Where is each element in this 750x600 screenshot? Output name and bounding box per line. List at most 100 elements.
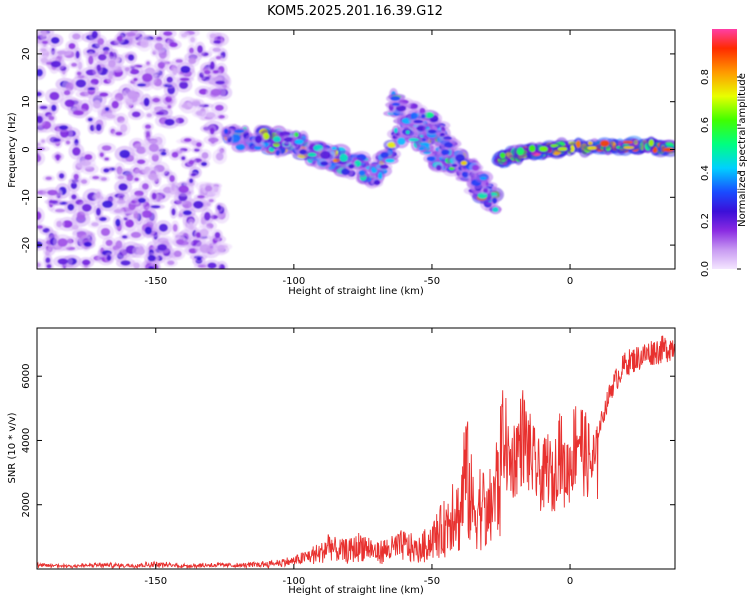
- noise-blob: [64, 99, 75, 108]
- noise-blob: [150, 205, 161, 209]
- noise-blob: [48, 116, 55, 121]
- noise-blob: [204, 185, 213, 192]
- noise-blob: [104, 107, 110, 112]
- noise-blob: [188, 57, 197, 65]
- upper-branch-blob: [483, 188, 488, 193]
- noise-blob: [141, 210, 153, 219]
- upper-branch-blob: [479, 176, 487, 180]
- noise-blob: [103, 168, 110, 173]
- flat-band-blob: [529, 145, 536, 152]
- colorbar-tick-label: 0.8: [700, 69, 711, 85]
- noise-blob: [172, 67, 178, 76]
- noise-blob: [201, 152, 209, 159]
- noise-blob: [65, 140, 71, 145]
- snr-y-tick-label: 6000: [21, 363, 32, 388]
- descending-band-blob: [307, 152, 317, 157]
- noise-blob: [115, 218, 121, 227]
- noise-blob: [208, 137, 219, 143]
- descending-band-blob: [385, 158, 395, 163]
- noise-blob: [130, 231, 142, 238]
- noise-blob: [117, 175, 125, 180]
- noise-blob: [213, 40, 222, 44]
- noise-blob: [115, 131, 123, 136]
- noise-blob: [169, 42, 178, 48]
- noise-blob: [120, 260, 131, 266]
- spectrogram-heatmap: [37, 30, 675, 269]
- noise-blob: [209, 127, 215, 135]
- noise-blob: [87, 87, 96, 91]
- noise-blob: [167, 104, 172, 109]
- descending-band-blob: [418, 146, 425, 151]
- noise-blob: [166, 76, 173, 83]
- noise-blob: [134, 177, 140, 182]
- noise-blob: [140, 39, 149, 48]
- noise-blob: [37, 262, 41, 268]
- noise-blob: [197, 45, 203, 54]
- noise-blob: [129, 68, 140, 75]
- colorbar-tick-label: 0.2: [700, 213, 711, 229]
- noise-blob: [182, 210, 192, 216]
- noise-blob: [210, 61, 215, 71]
- noise-blob: [158, 223, 168, 232]
- flat-band-blob: [570, 145, 575, 153]
- noise-blob: [190, 173, 197, 177]
- noise-blob: [116, 35, 123, 42]
- flat-band-blob: [516, 147, 524, 156]
- noise-blob: [215, 55, 222, 60]
- noise-blob: [51, 104, 57, 112]
- noise-blob: [144, 226, 152, 235]
- snr-series-line: [37, 335, 675, 569]
- noise-blob: [193, 200, 204, 209]
- noise-blob: [163, 31, 173, 36]
- descending-band-blob: [387, 142, 396, 148]
- snr-panel: -150 -100 -50 0 2000 4000 6000 Height of strai…: [7, 327, 676, 596]
- noise-blob: [53, 138, 61, 142]
- flat-band-blob: [575, 140, 581, 148]
- upper-branch-blob: [392, 102, 400, 106]
- noise-blob: [67, 203, 75, 211]
- noise-blob: [144, 124, 152, 129]
- noise-blob: [37, 211, 42, 221]
- noise-blob: [48, 200, 59, 204]
- noise-blob: [173, 250, 182, 258]
- spectrogram-x-tick-label: 0: [567, 276, 573, 287]
- spectrogram-y-axis-label: Frequency (Hz): [7, 112, 18, 188]
- noise-blob: [136, 159, 146, 165]
- noise-blob: [205, 112, 216, 119]
- noise-blob: [210, 88, 222, 96]
- noise-blob: [56, 220, 62, 228]
- noise-blob: [188, 178, 194, 184]
- noise-blob: [136, 247, 146, 255]
- spectrogram-x-tick-label: -50: [424, 276, 440, 287]
- noise-blob: [164, 118, 175, 126]
- colorbar-tick-label: 0.6: [700, 117, 711, 133]
- upper-branch-blob: [441, 149, 450, 155]
- noise-blob: [157, 61, 166, 69]
- noise-blob: [68, 43, 76, 50]
- noise-blob: [101, 145, 112, 151]
- descending-band-blob: [320, 161, 329, 166]
- noise-blob: [37, 154, 42, 163]
- spectrogram-y-tick-label: 10: [21, 95, 32, 108]
- descending-band-blob: [348, 164, 355, 169]
- noise-blob: [215, 104, 224, 111]
- descending-band-blob: [320, 151, 331, 159]
- noise-blob: [148, 173, 158, 181]
- upper-branch-blob: [390, 96, 401, 101]
- snr-x-tick-label: -150: [144, 576, 167, 587]
- colorbar-tick-label: 0.4: [700, 165, 711, 181]
- noise-blob: [81, 203, 92, 212]
- noise-blob: [71, 194, 77, 200]
- flat-band-blob: [623, 146, 635, 150]
- noise-blob: [157, 244, 168, 251]
- flat-band-blob: [663, 147, 674, 152]
- noise-blob: [84, 154, 93, 161]
- noise-blob: [196, 256, 202, 261]
- noise-blob: [99, 152, 105, 158]
- noise-blob: [183, 138, 192, 142]
- noise-blob: [181, 156, 186, 161]
- noise-blob: [41, 30, 47, 37]
- noise-blob: [46, 264, 52, 269]
